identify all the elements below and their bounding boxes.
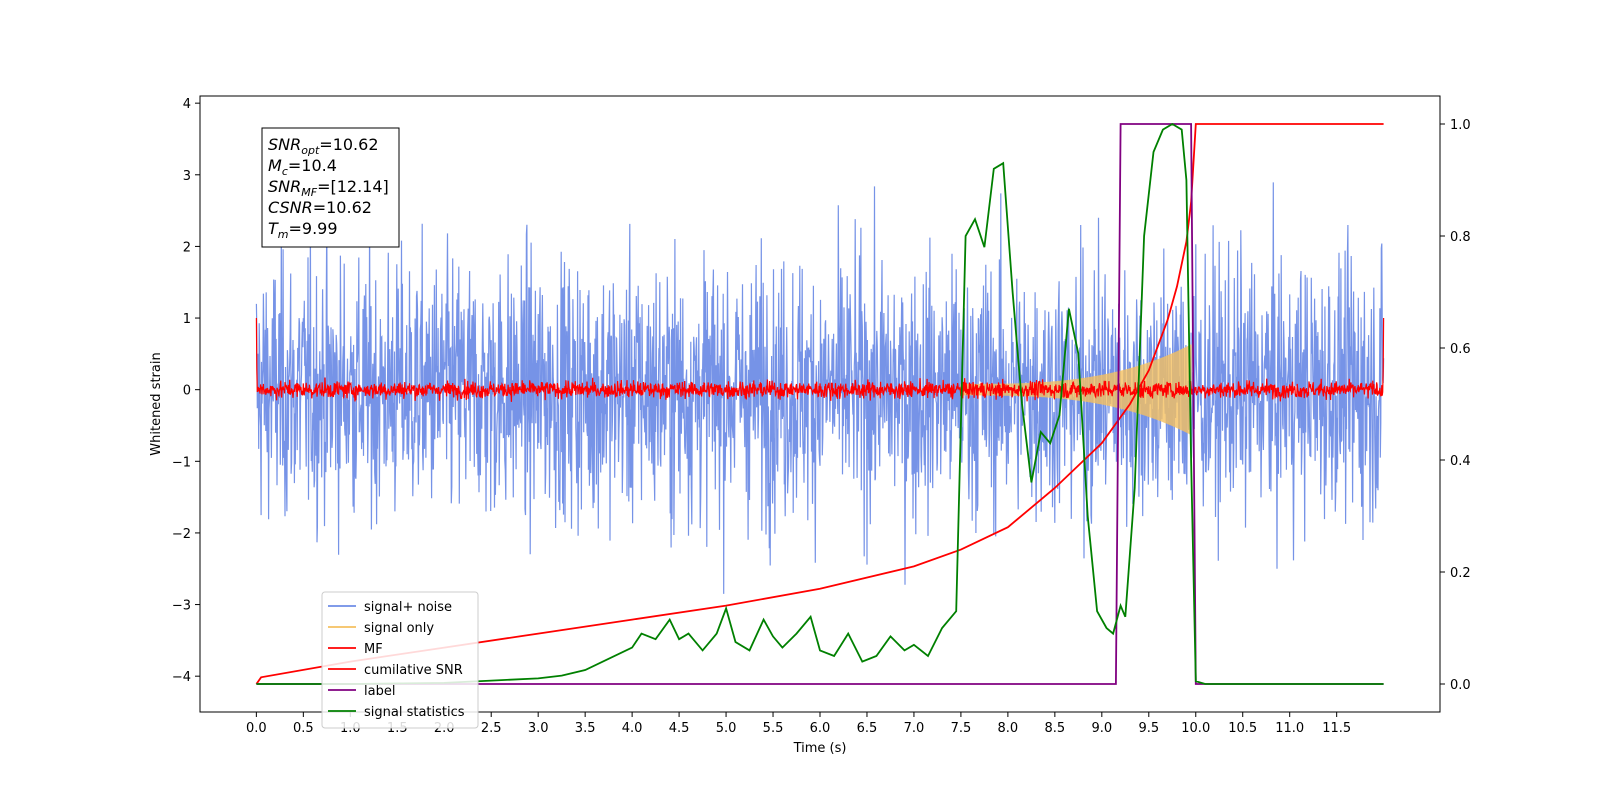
x-tick-label: 4.0 (622, 721, 643, 736)
info-box-line: CSNR=10.62 (268, 198, 372, 217)
legend-label: signal statistics (364, 705, 465, 720)
y-tick-label: −1 (172, 455, 191, 470)
y-tick-label: 3 (183, 169, 191, 184)
legend-label: MF (364, 642, 383, 657)
series-signal-statistics-line (256, 122, 1384, 685)
y-tick-label: −3 (172, 599, 191, 614)
x-tick-label: 11.5 (1322, 721, 1351, 736)
x-tick-label: 7.5 (951, 721, 972, 736)
x-tick-label: 5.0 (716, 721, 737, 736)
info-box-line: Tm=9.99 (268, 219, 338, 241)
legend-item: MF (328, 642, 383, 657)
x-tick-label: 8.0 (998, 721, 1019, 736)
series-signal-statistics (256, 122, 1384, 685)
y-tick-label: 4 (183, 97, 191, 112)
legend-item: signal+ noise (328, 600, 452, 615)
y-tick-label: 2 (183, 240, 191, 255)
info-box-line: Mc=10.4 (268, 156, 337, 178)
y-axis-right: 1.0 0.8 0.6 0.4 0.2 0.0 (1440, 118, 1471, 693)
x-tick-label: 11.0 (1275, 721, 1304, 736)
x-tick-label: 2.5 (481, 721, 502, 736)
y-tick-label: −2 (172, 527, 191, 542)
x-tick-label: 10.0 (1181, 721, 1210, 736)
y-tick-label: −4 (172, 670, 191, 685)
x-tick-label: 3.0 (528, 721, 549, 736)
legend-label: label (364, 684, 395, 699)
series-mf (255, 317, 1385, 402)
x-tick-label: 5.5 (763, 721, 784, 736)
x-tick-label: 8.5 (1045, 721, 1066, 736)
legend-item: signal only (328, 621, 434, 636)
legend: signal+ noise signal only MF cumilative SNR… (321, 591, 479, 729)
x-tick-label: 10.5 (1228, 721, 1257, 736)
x-tick-label: 9.5 (1138, 721, 1159, 736)
y2-tick-label: 0.8 (1450, 230, 1471, 245)
x-tick-label: 4.5 (669, 721, 690, 736)
x-tick-label: 3.5 (575, 721, 596, 736)
y2-tick-label: 1.0 (1450, 118, 1471, 133)
series-signal-noise (255, 182, 1385, 594)
y2-tick-label: 0.2 (1450, 566, 1471, 581)
legend-frame (321, 591, 479, 729)
y2-tick-label: 0.0 (1450, 678, 1471, 693)
x-axis-label: Time (s) (793, 741, 847, 756)
info-box-line: SNRMF=[12.14] (268, 177, 389, 199)
y-axis-left: 4 3 2 1 0 −1 −2 −3 −4 (172, 97, 200, 685)
legend-item: signal statistics (328, 705, 465, 720)
info-box-frame (261, 127, 400, 248)
legend-item: label (328, 684, 395, 699)
legend-label: signal only (364, 621, 434, 636)
x-tick-label: 9.0 (1091, 721, 1112, 736)
y-tick-label: 0 (183, 384, 191, 399)
x-tick-label: 6.5 (857, 721, 878, 736)
legend-item: cumilative SNR (328, 663, 463, 678)
x-tick-label: 7.0 (904, 721, 925, 736)
legend-label: signal+ noise (364, 600, 452, 615)
legend-label: cumilative SNR (364, 663, 463, 678)
x-tick-label: 6.0 (810, 721, 831, 736)
info-box: SNRopt=10.62Mc=10.4SNRMF=[12.14]CSNR=10.… (261, 127, 400, 248)
x-tick-label: 0.0 (246, 721, 267, 736)
x-tick-label: 0.5 (293, 721, 314, 736)
info-box-line: SNRopt=10.62 (268, 135, 379, 157)
y-axis-label: Whitened strain (149, 352, 164, 455)
y2-tick-label: 0.4 (1450, 454, 1471, 469)
y2-tick-label: 0.6 (1450, 342, 1471, 357)
y-tick-label: 1 (183, 312, 191, 327)
